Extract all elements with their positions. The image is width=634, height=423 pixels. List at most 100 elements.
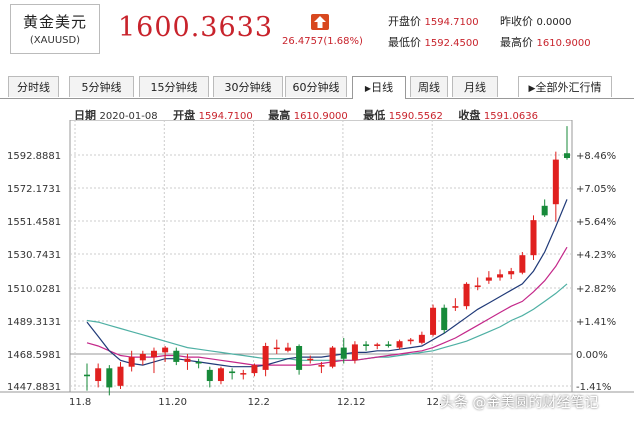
pct-tick-label: +4.23% xyxy=(576,250,616,261)
candle-body xyxy=(139,353,146,361)
y-tick-label: 1530.7431 xyxy=(7,250,61,261)
high-quote: 最高价 1610.9000 xyxy=(500,34,591,50)
candle-body xyxy=(95,368,102,382)
tab-intraday[interactable]: 分时线 xyxy=(8,76,59,97)
candle-body xyxy=(217,368,224,382)
candle-body xyxy=(385,344,392,346)
prev-close-value: 0.0000 xyxy=(536,17,572,28)
tab-15min[interactable]: 15分钟线 xyxy=(139,76,209,97)
date-value: 2020-01-08 xyxy=(99,111,158,122)
tab-daily[interactable]: ▶日线 xyxy=(352,76,406,99)
candle-body xyxy=(508,271,515,275)
low-quote-label: 最低价 xyxy=(388,36,421,49)
quote-header: 黄金美元 (XAUUSD) 1600.3633 26.4757(1.68%) 开… xyxy=(0,0,634,72)
candle-body xyxy=(206,369,213,382)
all-forex-quotes-label: 全部外汇行情 xyxy=(535,81,602,94)
high-quote-label: 最高价 xyxy=(500,36,533,49)
high-value: 1610.9000 xyxy=(293,111,348,122)
candle-info-bar: 日期 2020-01-08 开盘 1594.7100 最高 1610.9000 … xyxy=(74,107,550,123)
open-value: 1594.7100 xyxy=(198,111,253,122)
low-value: 1590.5562 xyxy=(388,111,443,122)
candle-body xyxy=(307,358,314,361)
tab-60min[interactable]: 60分钟线 xyxy=(285,76,347,97)
watermark: 头条 @金美圆的财经笔记 xyxy=(440,395,599,411)
candle-body xyxy=(541,205,548,216)
open-label: 开盘 xyxy=(173,109,196,122)
prev-close-label: 昨收价 xyxy=(500,15,533,28)
x-tick-label: 12.2 xyxy=(248,397,270,408)
ma-line-teal xyxy=(86,283,568,361)
candle-body xyxy=(273,347,280,350)
candle-body xyxy=(530,220,537,256)
candle-body xyxy=(374,344,381,346)
candle-body xyxy=(251,365,258,374)
close-value: 1591.0636 xyxy=(483,111,538,122)
plot-area xyxy=(69,120,573,393)
tab-monthly[interactable]: 月线 xyxy=(452,76,498,97)
y-tick-label: 1510.0281 xyxy=(7,284,61,295)
candle-body xyxy=(329,347,336,367)
candle-body xyxy=(173,350,180,362)
candle-body xyxy=(452,306,459,308)
y-tick-label: 1572.1731 xyxy=(7,184,61,195)
instrument-code: (XAUUSD) xyxy=(29,35,81,46)
candle-body xyxy=(463,283,470,307)
candle-body xyxy=(564,153,570,159)
high-label: 最高 xyxy=(268,109,291,122)
candle-body xyxy=(162,347,169,353)
tab-daily-label: 日线 xyxy=(371,81,394,94)
price-change: 26.4757(1.68%) xyxy=(282,36,363,47)
tab-30min[interactable]: 30分钟线 xyxy=(213,76,283,97)
pct-tick-label: +5.64% xyxy=(576,217,616,228)
candle-body xyxy=(407,339,414,342)
y-tick-label: 1468.5981 xyxy=(7,350,61,361)
candle-body xyxy=(396,341,403,348)
y-tick-label: 1592.8881 xyxy=(7,151,61,162)
tab-daily-marker-icon: ▶ xyxy=(364,84,372,93)
pct-tick-label: +7.05% xyxy=(576,184,616,195)
tab-5min[interactable]: 5分钟线 xyxy=(69,76,134,97)
candle-body xyxy=(284,347,291,351)
candle-body xyxy=(519,255,526,273)
candle-body xyxy=(128,357,135,367)
low-quote: 最低价 1592.4500 xyxy=(388,34,479,50)
candle-body xyxy=(363,344,370,346)
candle-body xyxy=(318,365,325,367)
candle-body xyxy=(229,371,236,374)
ma-line-magenta xyxy=(86,246,568,366)
candle-body xyxy=(84,374,90,377)
tab-weekly[interactable]: 周线 xyxy=(410,76,448,97)
y-tick-label: 1447.8831 xyxy=(7,382,61,393)
candlestick-chart[interactable]: 1592.8881 +8.46% 1572.1731 +7.05% 1551.4581 +… xyxy=(0,120,634,423)
candle-body xyxy=(485,277,492,281)
close-label: 收盘 xyxy=(458,109,481,122)
current-price: 1600.3633 xyxy=(118,12,274,43)
candle-body xyxy=(262,345,269,370)
candle-body xyxy=(441,307,448,331)
play-icon: ▶ xyxy=(528,84,536,94)
candle-body xyxy=(351,344,358,361)
high-quote-value: 1610.9000 xyxy=(536,38,591,49)
x-tick-label: 11.8 xyxy=(69,397,91,408)
pct-tick-label: -1.41% xyxy=(576,382,611,393)
x-tick-label: 11.20 xyxy=(158,397,187,408)
candle-body xyxy=(240,373,247,375)
all-forex-quotes-button[interactable]: ▶全部外汇行情 xyxy=(518,76,612,97)
candle-body xyxy=(552,159,559,205)
period-tabs: 分时线 5分钟线 15分钟线 30分钟线 60分钟线 ▶日线 周线 月线 ▶全部… xyxy=(0,72,634,99)
candle-body xyxy=(117,366,124,386)
pct-tick-label: 0.00% xyxy=(576,350,608,361)
open-quote-value: 1594.7100 xyxy=(424,17,479,28)
candle-body xyxy=(195,361,202,364)
candle-body xyxy=(296,345,303,370)
instrument-name: 黄金美元 xyxy=(22,13,87,31)
candle-body xyxy=(150,350,157,358)
candle-body xyxy=(430,307,437,335)
candle-body xyxy=(106,368,113,388)
open-quote: 开盘价 1594.7100 xyxy=(388,13,479,29)
x-tick-label: 12. xyxy=(426,397,442,408)
ma-line-blue xyxy=(86,199,568,368)
up-arrow-icon xyxy=(311,14,329,30)
low-label: 最低 xyxy=(363,109,386,122)
pct-tick-label: +1.41% xyxy=(576,317,616,328)
